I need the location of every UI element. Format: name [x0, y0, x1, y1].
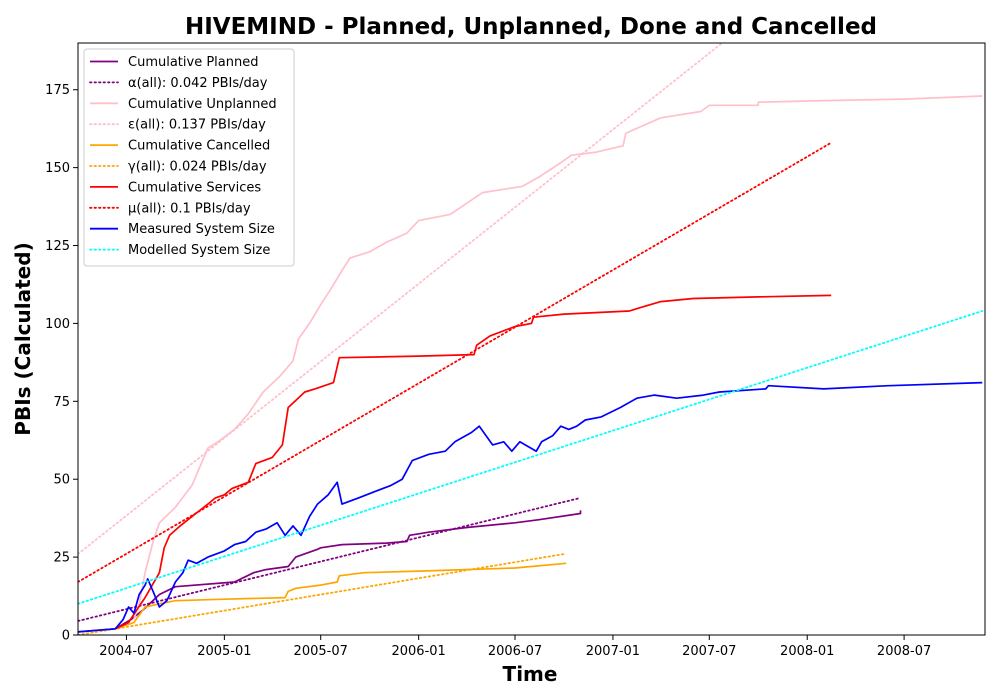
x-axis-title: Time [503, 662, 558, 686]
legend-label: Cumulative Cancelled [128, 139, 270, 154]
legend-label: ε(all): 0.137 PBIs/day [128, 118, 266, 133]
series-line-2 [78, 496, 582, 622]
y-tick-label: 125 [45, 239, 70, 254]
series-line-3 [133, 95, 983, 620]
series-line-6 [78, 553, 565, 635]
legend-label: Cumulative Unplanned [128, 97, 277, 112]
x-tick-label: 2005-07 [294, 644, 348, 659]
legend-label: γ(all): 0.024 PBIs/day [128, 160, 267, 175]
legend-label: Modelled System Size [128, 243, 270, 258]
y-axis: 0 25 50 75 100 125 150 175 [45, 83, 78, 644]
series-layer [78, 43, 984, 635]
x-tick-label: 2004-07 [99, 644, 153, 659]
x-tick-label: 2007-07 [682, 644, 736, 659]
series-line-10 [78, 310, 984, 605]
legend-label: μ(all): 0.1 PBIs/day [128, 201, 251, 216]
x-tick-label: 2007-01 [586, 644, 640, 659]
x-tick-label: 2006-07 [488, 644, 542, 659]
legend-label: Cumulative Services [128, 180, 261, 195]
y-tick-label: 175 [45, 83, 70, 98]
y-tick-label: 50 [53, 473, 70, 488]
series-line-8 [78, 141, 833, 583]
y-tick-label: 150 [45, 161, 70, 176]
legend: Cumulative Planned α(all): 0.042 PBIs/day… [83, 48, 295, 267]
x-tick-label: 2006-01 [391, 644, 445, 659]
series-line-9 [78, 381, 983, 633]
x-tick-label: 2008-01 [780, 644, 834, 659]
y-axis-title: PBIs (Calculated) [11, 242, 35, 435]
series-line-1 [78, 510, 582, 633]
series-line-4 [78, 43, 723, 555]
legend-label: α(all): 0.042 PBIs/day [128, 76, 268, 91]
plot-frame [77, 42, 986, 636]
y-tick-label: 25 [53, 551, 70, 566]
series-line-5 [115, 562, 567, 630]
y-tick-label: 0 [62, 629, 70, 644]
legend-label: Measured System Size [128, 222, 275, 237]
series-line-7 [114, 294, 832, 630]
y-tick-label: 75 [53, 395, 70, 410]
y-tick-label: 100 [45, 317, 70, 332]
x-tick-label: 2005-01 [197, 644, 251, 659]
x-axis: 2004-07 2005-01 2005-07 2006-01 2006-07 2007-… [99, 635, 931, 659]
legend-box [83, 48, 295, 267]
x-tick-label: 2008-07 [877, 644, 931, 659]
chart-title: HIVEMIND - Planned, Unplanned, Done and … [185, 14, 877, 40]
legend-label: Cumulative Planned [128, 55, 258, 70]
